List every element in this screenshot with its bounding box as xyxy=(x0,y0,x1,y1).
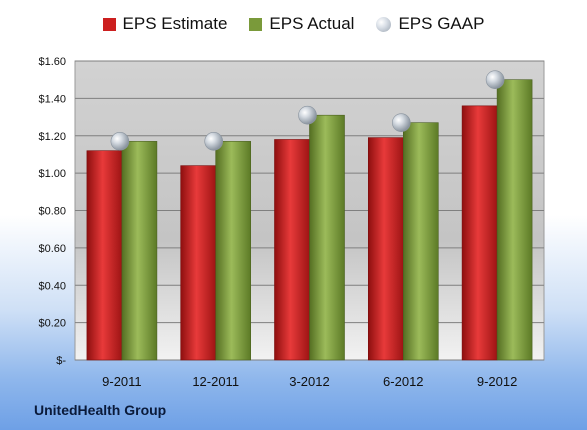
x-category-label: 12-2011 xyxy=(192,374,239,389)
y-tick-label: $0.40 xyxy=(38,280,66,292)
y-tick-label: $1.40 xyxy=(38,93,66,105)
bar-eps-estimate xyxy=(461,105,498,361)
legend-swatch-actual xyxy=(249,17,263,31)
marker-eps-gaap xyxy=(485,70,505,89)
legend-label-estimate: EPS Estimate xyxy=(122,14,228,33)
y-tick-label: $1.60 xyxy=(38,56,66,68)
legend-item-estimate: EPS Estimate xyxy=(102,14,228,34)
bar-eps-estimate xyxy=(274,139,310,361)
chart-legend: EPS Estimate EPS Actual EPS GAAP xyxy=(0,14,587,34)
legend-swatch-gaap xyxy=(376,16,392,32)
x-category-label: 9-2011 xyxy=(102,374,142,389)
bar-eps-actual xyxy=(309,114,345,361)
legend-label-gaap: EPS GAAP xyxy=(398,14,485,33)
y-tick-label: $0.80 xyxy=(38,206,66,218)
company-label: UnitedHealth Group xyxy=(34,402,167,418)
x-category-label: 9-2012 xyxy=(477,374,517,389)
bar-eps-actual xyxy=(496,79,533,361)
bar-eps-actual xyxy=(215,141,251,361)
legend-item-actual: EPS Actual xyxy=(249,14,354,34)
bar-eps-actual xyxy=(402,122,439,361)
bar-eps-estimate xyxy=(367,137,404,361)
bar-eps-estimate xyxy=(86,150,123,361)
y-tick-label: $1.00 xyxy=(38,168,66,180)
y-tick-label: $- xyxy=(56,355,66,367)
legend-label-actual: EPS Actual xyxy=(269,14,355,33)
legend-item-gaap: EPS GAAP xyxy=(376,14,484,34)
x-category-label: 6-2012 xyxy=(383,374,423,389)
legend-swatch-estimate xyxy=(102,17,116,31)
y-tick-label: $0.60 xyxy=(38,243,66,255)
bar-eps-actual xyxy=(121,141,158,361)
x-category-label: 3-2012 xyxy=(289,374,329,389)
marker-eps-gaap xyxy=(298,105,317,125)
marker-eps-gaap xyxy=(204,132,223,151)
marker-eps-gaap xyxy=(110,132,130,151)
bar-eps-estimate xyxy=(180,165,216,361)
y-tick-label: $0.20 xyxy=(38,318,66,330)
marker-eps-gaap xyxy=(391,113,411,132)
y-tick-label: $1.20 xyxy=(38,131,66,143)
